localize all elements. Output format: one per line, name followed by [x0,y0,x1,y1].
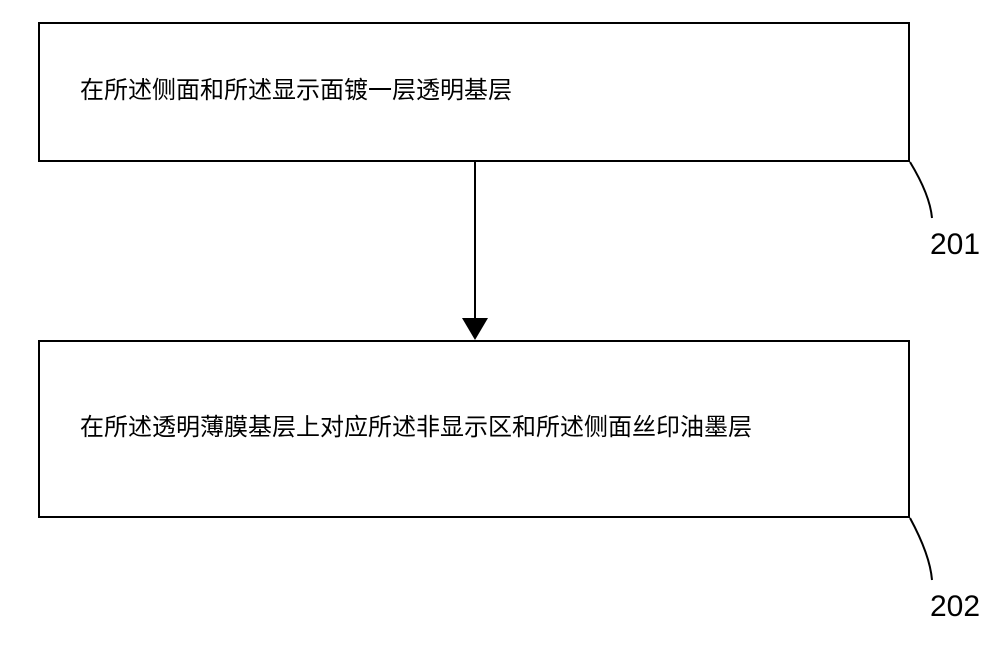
flow-step-1-text: 在所述侧面和所述显示面镀一层透明基层 [80,75,512,109]
flow-arrow-head [462,318,488,340]
flow-step-1: 在所述侧面和所述显示面镀一层透明基层 [38,22,910,162]
callout-curve-2 [910,518,932,580]
flowchart-canvas: 在所述侧面和所述显示面镀一层透明基层 在所述透明薄膜基层上对应所述非显示区和所述… [0,0,1000,656]
step-1-label: 201 [930,228,980,262]
step-2-label: 202 [930,590,980,624]
flow-step-2-text: 在所述透明薄膜基层上对应所述非显示区和所述侧面丝印油墨层 [80,412,752,446]
flow-step-2: 在所述透明薄膜基层上对应所述非显示区和所述侧面丝印油墨层 [38,340,910,518]
callout-curve-1 [910,162,932,218]
